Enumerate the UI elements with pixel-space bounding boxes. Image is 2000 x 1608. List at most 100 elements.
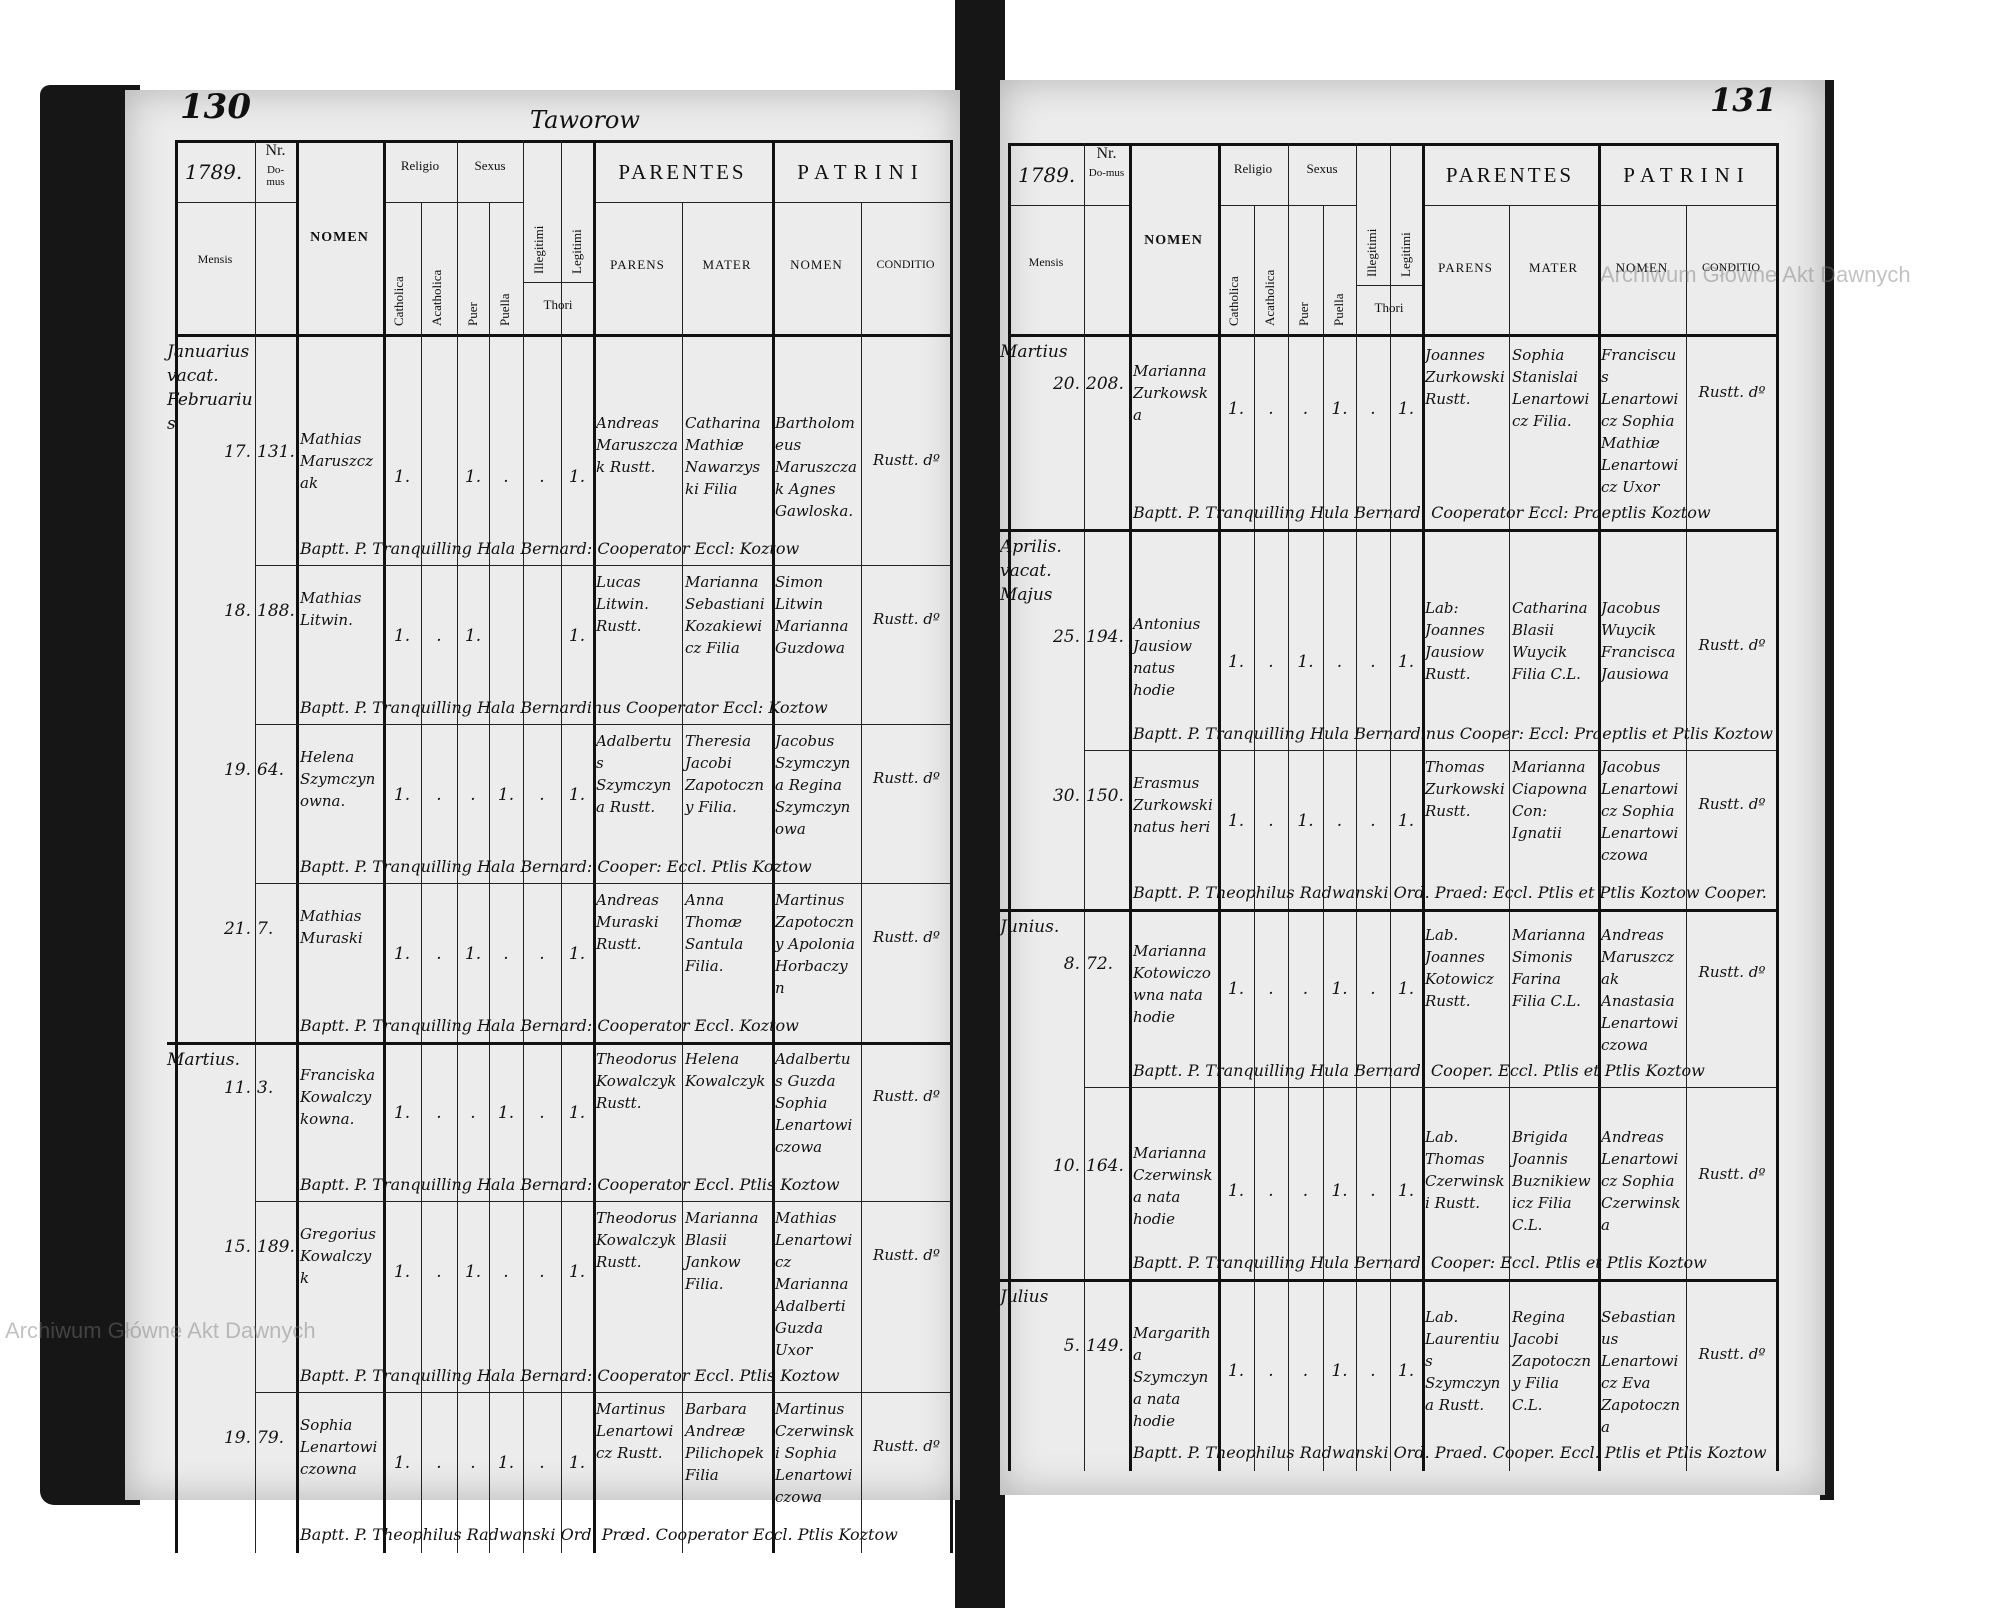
column-rule xyxy=(296,140,299,1553)
month-separator xyxy=(167,1042,952,1045)
page-number-right: 131 xyxy=(1710,81,1777,119)
entry-mark-puer: 1. xyxy=(1297,652,1314,672)
entry-house-number: 194. xyxy=(1086,627,1124,647)
entry-mark-acath: . xyxy=(1268,652,1274,672)
entry-child-name: Mathias Maruszczak xyxy=(300,430,374,492)
subheader-rule xyxy=(1008,205,1129,206)
entry-mark-illeg: . xyxy=(1370,1361,1376,1381)
header-thori: Thori xyxy=(543,297,573,312)
entry-father: Andreas Muraski Rustt. xyxy=(596,891,659,953)
header-puer: Puer xyxy=(465,302,480,326)
entry-mark-acath: . xyxy=(1268,811,1274,831)
entry-condition: Rustt. dº xyxy=(873,769,940,787)
entry-mark-acath: . xyxy=(1268,1181,1274,1201)
entry-mother: Marianna Sebastiani Kozakiewicz Filia xyxy=(685,573,765,657)
entry-father: Adalbertus Szymczyna Rustt. xyxy=(596,732,672,816)
column-rule xyxy=(1598,143,1601,1471)
header-mater: MATER xyxy=(702,257,752,272)
subheader-rule xyxy=(457,202,523,203)
entry-condition: Rustt. dº xyxy=(873,610,940,628)
entry-separator xyxy=(1084,1087,1776,1088)
entry-baptism-note: Baptt. P. Tranquilling Hala Bernard: Coo… xyxy=(300,1366,840,1385)
entry-house-number: 7. xyxy=(257,919,274,939)
table-top-rule xyxy=(1008,143,1776,146)
entry-house-number: 150. xyxy=(1086,786,1124,806)
entry-godparents: Adalbertus Guzda Sophia Lenartowiczowa xyxy=(775,1050,853,1156)
header-mensis: Mensis xyxy=(1028,255,1064,269)
entry-mother: Barbara Andreæ Pilichopek Filia xyxy=(685,1400,765,1484)
entry-mother: Marianna Ciapowna Con: Ignatii xyxy=(1512,758,1588,842)
entry-mark-puer: 1. xyxy=(464,626,482,646)
subheader-rule xyxy=(1422,205,1598,206)
subheader-rule xyxy=(1218,205,1288,206)
entry-condition: Rustt. dº xyxy=(873,1437,940,1455)
entry-father: Lab. Laurentius Szymczyna Rustt. xyxy=(1425,1308,1501,1414)
entry-mark-legit: 1. xyxy=(568,1103,586,1123)
entry-godparents: Andreas Maruszczak Anastasia Lenartowicz… xyxy=(1601,926,1679,1054)
entry-godparents: Sebastianus Lenartowicz Eva Zapotoczna xyxy=(1601,1308,1681,1436)
entry-day: 10. xyxy=(1052,1156,1080,1176)
entry-mark-cath: 1. xyxy=(393,1103,411,1123)
header-domus: Do-mus xyxy=(1088,167,1125,179)
entry-mark-legit: 1. xyxy=(1397,399,1415,419)
entry-baptism-note: Baptt. P. Tranquilling Hula Bernardinus … xyxy=(1133,724,1773,743)
header-parens: PARENS xyxy=(610,257,665,272)
entry-house-number: 3. xyxy=(257,1078,274,1098)
entry-house-number: 64. xyxy=(257,760,285,780)
header-bottom-rule xyxy=(175,334,950,337)
entry-mark-puella: 1. xyxy=(1331,1181,1348,1201)
left-page xyxy=(125,90,960,1500)
entry-child-name: Marianna Zurkowska xyxy=(1133,362,1208,424)
entry-mark-legit: 1. xyxy=(568,1453,586,1473)
header-nomen: NOMEN xyxy=(1144,233,1203,248)
entry-mark-puer: . xyxy=(1302,1361,1309,1381)
entry-mark-illeg: . xyxy=(539,1262,545,1282)
entry-house-number: 188. xyxy=(257,601,295,621)
entry-mark-puella: 1. xyxy=(497,785,515,805)
entry-mark-illeg: . xyxy=(1370,652,1376,672)
entry-mark-acath: . xyxy=(436,1262,442,1282)
entry-house-number: 189. xyxy=(257,1237,295,1257)
entry-mother: Anna Thomæ Santula Filia. xyxy=(685,891,744,975)
header-mensis: Mensis xyxy=(197,252,233,266)
entry-condition: Rustt. dº xyxy=(873,1246,940,1264)
entry-month: Martius xyxy=(1000,342,1068,362)
entry-mark-illeg: . xyxy=(1370,1181,1376,1201)
thori-rule xyxy=(1356,285,1422,286)
entry-father: Lab. Thomas Czerwinski Rustt. xyxy=(1425,1128,1505,1212)
book-edge-left xyxy=(40,85,140,1505)
entry-mark-puer: 1. xyxy=(1297,811,1314,831)
entry-separator xyxy=(1084,750,1776,751)
entry-baptism-note: Baptt. P. Tranquilling Hala Bernard: Coo… xyxy=(300,1016,799,1035)
entry-day: 17. xyxy=(223,442,251,462)
entry-baptism-note: Baptt. P. Tranquilling Hala Bernard: Coo… xyxy=(300,857,812,876)
column-rule xyxy=(561,140,562,1553)
header-patrini-nomen: NOMEN xyxy=(1615,260,1669,275)
entry-house-number: 149. xyxy=(1086,1336,1124,1356)
column-rule xyxy=(1390,143,1391,1471)
entry-baptism-note: Baptt. P. Tranquilling Hala Bernardinus … xyxy=(300,698,828,717)
entry-mark-puella: . xyxy=(1336,652,1343,672)
column-rule xyxy=(1686,205,1687,1471)
entry-mark-puella: . xyxy=(1336,811,1343,831)
header-conditio: CONDITIO xyxy=(876,257,935,271)
entry-month: Martius. xyxy=(167,1050,241,1070)
entry-month: Julius xyxy=(1000,1287,1049,1307)
entry-mark-cath: 1. xyxy=(393,1262,411,1282)
entry-mark-acath: . xyxy=(436,626,442,646)
column-rule xyxy=(1218,143,1221,1471)
subheader-rule xyxy=(383,202,457,203)
header-year: 1789. xyxy=(185,160,243,184)
entry-mark-acath: . xyxy=(436,944,442,964)
entry-godparents: Andreas Lenartowicz Sophia Czerwinska xyxy=(1601,1128,1681,1234)
entry-house-number: 131. xyxy=(257,442,295,462)
entry-day: 5. xyxy=(1063,1336,1080,1356)
right-page xyxy=(1000,80,1825,1495)
entry-house-number: 72. xyxy=(1086,954,1114,974)
entry-mark-puer: 1. xyxy=(464,467,482,487)
entry-father: Andreas Maruszczak Rustt. xyxy=(596,414,678,476)
entry-day: 8. xyxy=(1063,954,1080,974)
entry-mark-illeg: . xyxy=(1370,399,1376,419)
header-puella: Puella xyxy=(497,293,512,327)
entry-godparents: Martinus Zapotoczny Apolonia Horbaczyn xyxy=(775,891,855,997)
